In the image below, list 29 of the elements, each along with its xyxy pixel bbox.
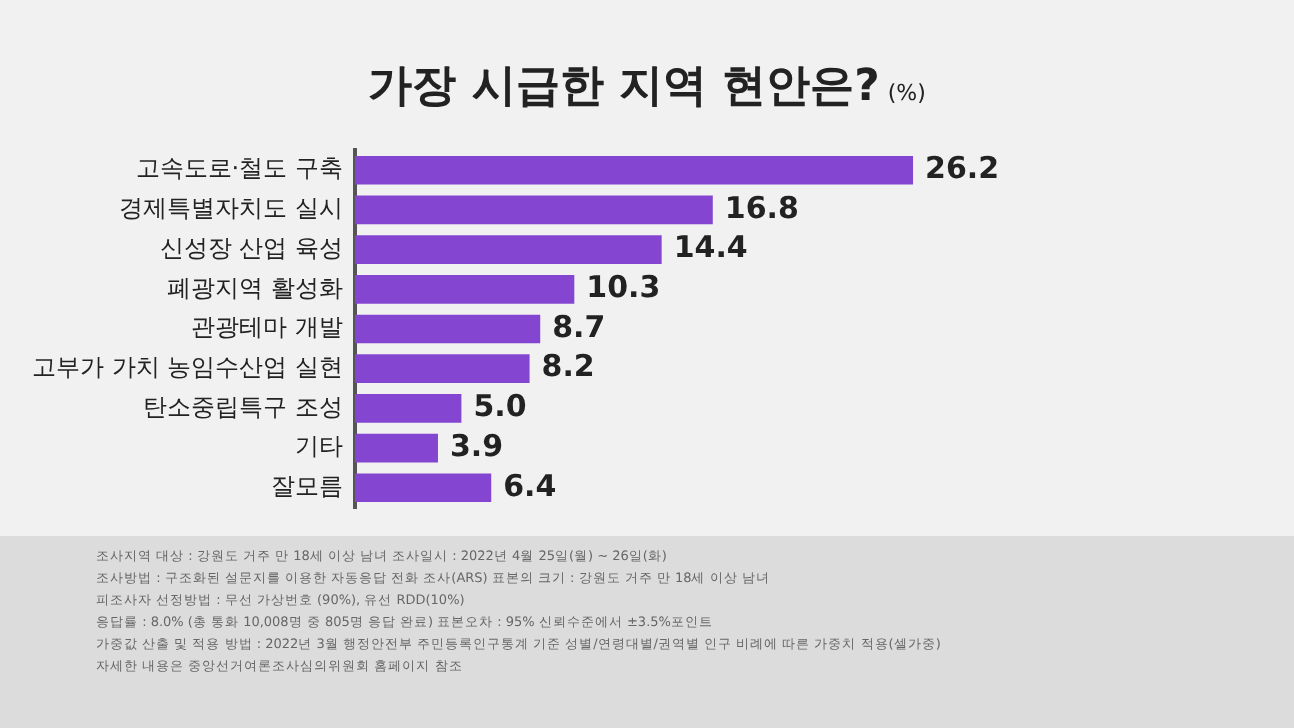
y-tick-label: 경제특별자치도 실시 bbox=[119, 194, 343, 223]
y-tick-label: 기타 bbox=[294, 432, 343, 461]
data-label: 14.4 bbox=[673, 229, 748, 266]
data-label: 8.2 bbox=[541, 348, 595, 385]
data-label: 6.4 bbox=[503, 467, 557, 504]
data-label: 8.7 bbox=[552, 308, 606, 345]
y-tick-label: 탄소중립특구 조성 bbox=[143, 392, 343, 421]
data-label: 5.0 bbox=[473, 388, 527, 425]
bar bbox=[354, 433, 438, 463]
bar bbox=[354, 195, 713, 225]
bar bbox=[354, 235, 662, 264]
data-label: 26.2 bbox=[925, 150, 1000, 187]
y-tick-label: 잘모름 bbox=[270, 472, 343, 501]
bar bbox=[354, 394, 462, 423]
chart-subtitle: (%) bbox=[887, 80, 926, 106]
chart-title: 가장 시급한 지역 현안은? bbox=[368, 62, 880, 112]
bar bbox=[354, 473, 492, 503]
bar bbox=[354, 274, 575, 304]
bar bbox=[354, 354, 530, 384]
data-label: 10.3 bbox=[586, 269, 661, 306]
data-label: 3.9 bbox=[449, 427, 504, 464]
y-tick-label: 고부가 가치 농임수산업 실현 bbox=[31, 352, 343, 381]
y-tick-label: 신성장 산업 육성 bbox=[159, 233, 343, 262]
bar bbox=[354, 155, 914, 185]
y-tick-label: 관광테마 개발 bbox=[191, 313, 343, 342]
y-tick-label: 고속도로·철도 구축 bbox=[135, 154, 343, 183]
y-tick-label: 폐광지역 활성화 bbox=[167, 273, 343, 302]
bar bbox=[354, 314, 541, 344]
data-label: 16.8 bbox=[724, 189, 799, 226]
